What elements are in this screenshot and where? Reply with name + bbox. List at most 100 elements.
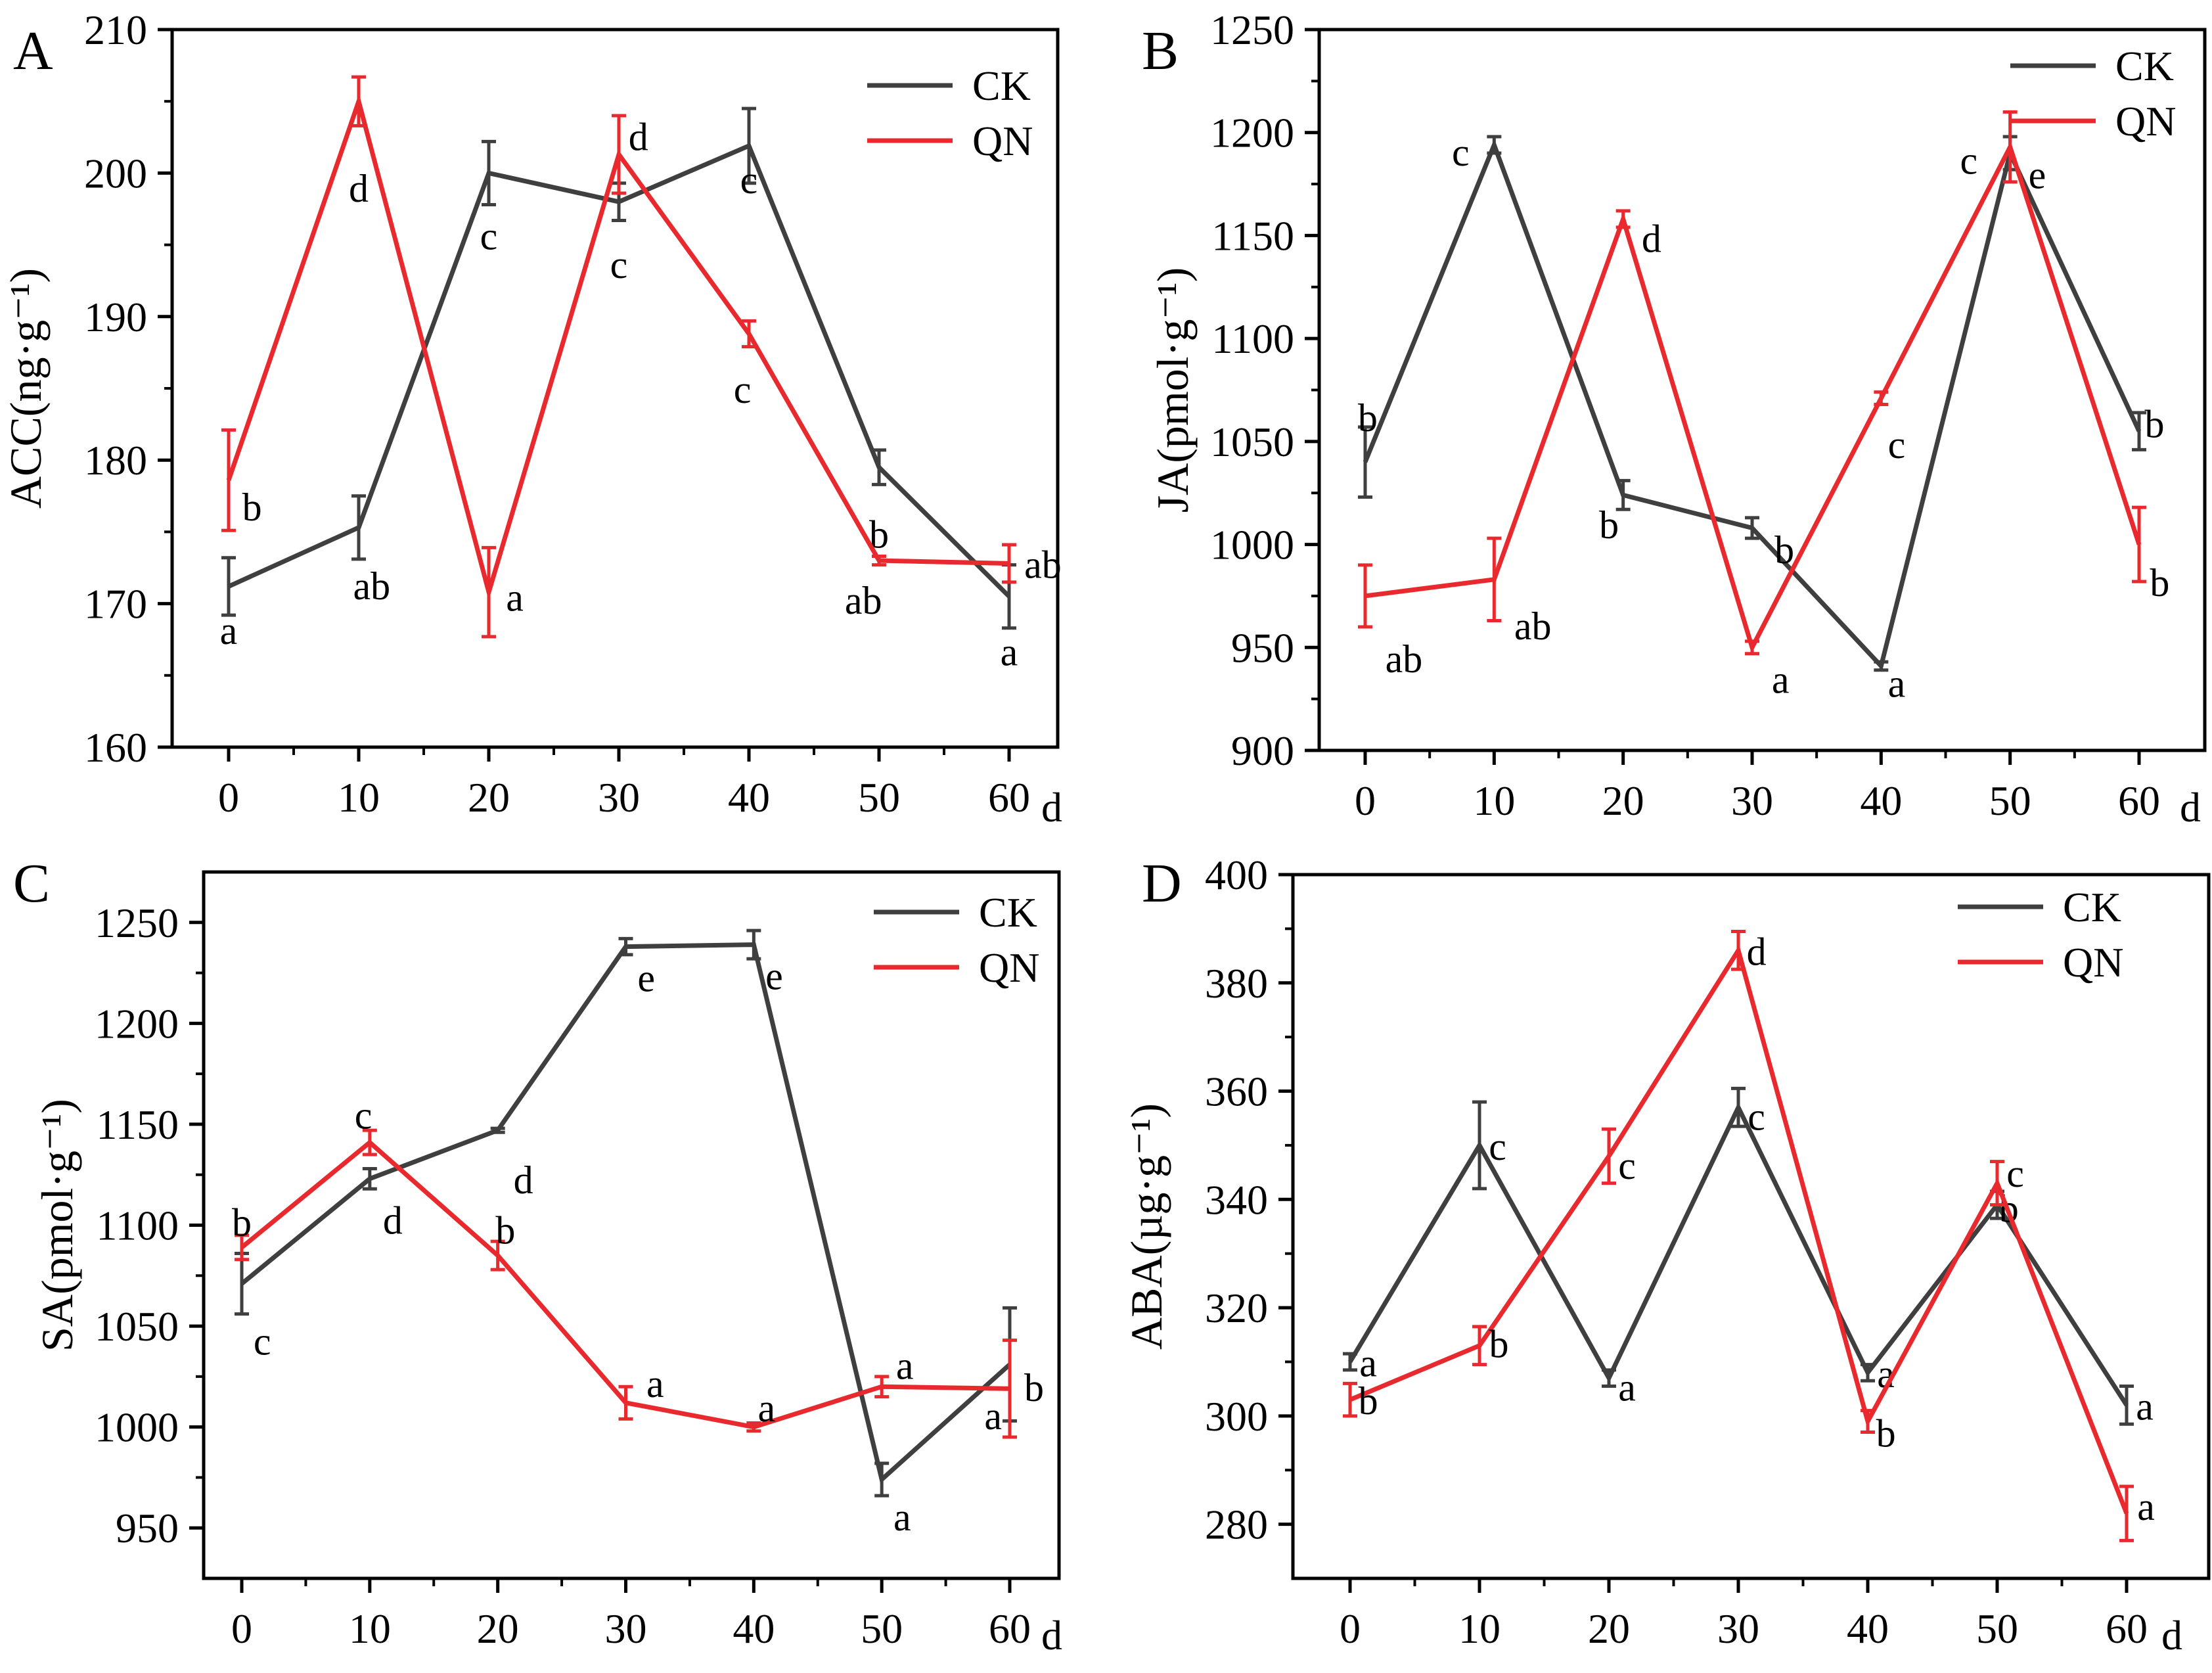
significance-label: c bbox=[610, 243, 628, 286]
x-tick-label: 60 bbox=[2106, 1605, 2148, 1652]
legend: CK QN bbox=[1958, 884, 2123, 986]
error-bar bbox=[1615, 478, 1631, 511]
significance-label: d bbox=[1642, 218, 1661, 261]
error-bar bbox=[746, 928, 761, 961]
significance-label: a bbox=[1618, 1366, 1636, 1409]
error-bar bbox=[2119, 1385, 2134, 1426]
x-tick-label: 60 bbox=[988, 774, 1030, 821]
x-tick-label: 0 bbox=[1355, 777, 1376, 824]
significance-label: b bbox=[1358, 396, 1378, 440]
significance-label: e bbox=[765, 955, 783, 998]
axes-frame bbox=[1291, 873, 2211, 1580]
error-bar bbox=[1745, 516, 1759, 540]
error-bar bbox=[1343, 1381, 1357, 1418]
significance-label: a bbox=[1888, 662, 1906, 706]
significance-label: ab bbox=[1514, 605, 1552, 648]
error-bar bbox=[1602, 1368, 1616, 1388]
significance-label: a bbox=[646, 1362, 664, 1406]
y-tick-label: 950 bbox=[116, 1505, 179, 1551]
x-unit-label: d bbox=[2161, 1612, 2182, 1659]
error-bar bbox=[1874, 390, 1889, 406]
significance-label: ab bbox=[1024, 543, 1062, 586]
x-tick-label: 40 bbox=[733, 1605, 775, 1652]
error-bar bbox=[221, 428, 236, 532]
x-tick-label: 0 bbox=[231, 1605, 252, 1652]
error-bar bbox=[1602, 1127, 1616, 1185]
error-bar bbox=[351, 75, 366, 127]
error-bar bbox=[1487, 536, 1502, 623]
significance-label: b bbox=[1774, 528, 1794, 572]
legend-label-ck: CK bbox=[979, 889, 1037, 936]
legend-label-ck: CK bbox=[972, 62, 1031, 109]
significance-label: c bbox=[1452, 131, 1470, 174]
error-bar bbox=[1003, 1339, 1017, 1439]
y-tick-label: 1100 bbox=[1211, 315, 1294, 362]
significance-label: a bbox=[893, 1496, 911, 1539]
significance-label: c bbox=[1618, 1144, 1636, 1187]
significance-label: a bbox=[757, 1387, 775, 1430]
y-tick-label: 190 bbox=[84, 294, 147, 340]
y-tick-label: 900 bbox=[1231, 727, 1294, 774]
significance-label: a bbox=[506, 576, 524, 620]
error-bar bbox=[490, 1239, 505, 1272]
error-bar bbox=[221, 556, 236, 617]
y-tick-label: 360 bbox=[1205, 1068, 1268, 1115]
error-bar bbox=[351, 494, 366, 561]
significance-label: b bbox=[232, 1201, 252, 1244]
significance-label: b bbox=[1359, 1379, 1378, 1423]
y-tick-label: 380 bbox=[1205, 960, 1268, 1007]
significance-label: a bbox=[2137, 1485, 2155, 1528]
series-ck: c d d e e a a bbox=[235, 928, 1017, 1539]
y-tick-label: 400 bbox=[1205, 852, 1268, 898]
error-bar bbox=[1745, 639, 1759, 656]
significance-label: c bbox=[355, 1094, 372, 1137]
x-tick-label: 20 bbox=[1588, 1605, 1630, 1652]
error-bar bbox=[612, 114, 626, 195]
panel-b: 900 950 1000 1050 1100 1150 1200 1250 0 10 20 30 40 5… bbox=[1142, 7, 2207, 831]
significance-label: ab bbox=[1386, 637, 1423, 681]
significance-label: ab bbox=[353, 564, 390, 608]
panel-label: C bbox=[13, 853, 50, 914]
y-tick-label: 340 bbox=[1205, 1176, 1268, 1223]
x-tick-label: 50 bbox=[1989, 777, 2031, 824]
significance-label: b bbox=[1024, 1366, 1044, 1409]
significance-label: d bbox=[349, 167, 369, 210]
x-tick-label: 10 bbox=[1473, 777, 1515, 824]
x-tick-label: 10 bbox=[1458, 1605, 1501, 1652]
significance-label: a bbox=[984, 1394, 1002, 1438]
error-bar bbox=[1002, 543, 1016, 584]
legend-label-qn: QN bbox=[979, 944, 1039, 991]
legend-label-qn: QN bbox=[2063, 939, 2123, 986]
error-bar bbox=[362, 1167, 377, 1191]
x-tick-label: 50 bbox=[1976, 1605, 2018, 1652]
error-bar bbox=[1861, 1363, 1875, 1383]
series-line-qn bbox=[240, 1139, 1010, 1430]
y-axis-label: SA(pmol·g⁻¹) bbox=[32, 1099, 82, 1352]
significance-label: e bbox=[637, 957, 655, 1000]
x-tick-label: 50 bbox=[861, 1605, 903, 1652]
significance-label: c bbox=[1960, 139, 1978, 182]
legend-label-qn: QN bbox=[972, 118, 1033, 164]
significance-label: b bbox=[2145, 403, 2165, 446]
significance-label: c bbox=[1489, 1125, 1506, 1168]
y-tick-label: 300 bbox=[1205, 1393, 1268, 1440]
y-tick-label: 1050 bbox=[95, 1303, 179, 1350]
y-tick-label: 1000 bbox=[1210, 522, 1294, 568]
error-bar bbox=[742, 319, 756, 349]
error-bar bbox=[1358, 563, 1372, 629]
legend: CK QN bbox=[874, 889, 1039, 991]
significance-label: b bbox=[1876, 1412, 1896, 1455]
error-bar bbox=[2132, 411, 2146, 451]
error-bar bbox=[872, 448, 886, 486]
axes-frame bbox=[170, 28, 1060, 749]
significance-label: c bbox=[1888, 423, 1906, 467]
error-bar bbox=[1861, 1409, 1875, 1434]
significance-label: c bbox=[2006, 1152, 2024, 1195]
error-bar bbox=[1731, 930, 1746, 971]
error-bar bbox=[746, 1421, 761, 1433]
error-bar bbox=[872, 555, 886, 567]
error-bar bbox=[2002, 110, 2018, 184]
y-axis-label: JA(pmol·g⁻¹) bbox=[1148, 267, 1198, 513]
y-tick-label: 1250 bbox=[95, 900, 179, 946]
